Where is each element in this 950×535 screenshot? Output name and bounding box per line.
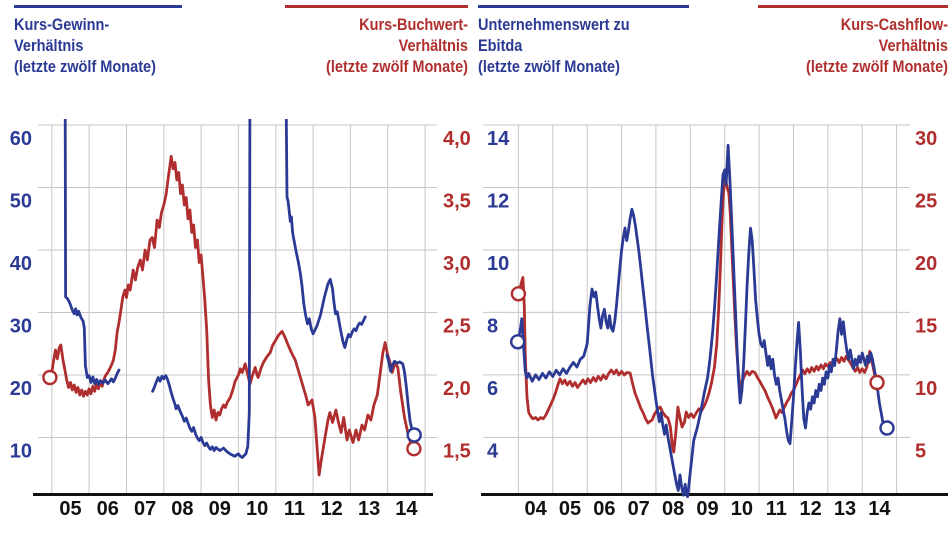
- right-axis-label: 15: [915, 316, 937, 338]
- series-marker-kurs-buchwert: [406, 441, 422, 457]
- left-axis-label: 40: [10, 253, 32, 275]
- series-marker-kurs-cashflow: [510, 286, 527, 302]
- legend-ev-ebitda: Unternehmenswert zu Ebitda (letzte zwölf…: [478, 5, 689, 78]
- x-axis-label: 11: [284, 498, 305, 520]
- legend-kurs-gewinn: Kurs-Gewinn-Verhältnis (letzte zwölf Mon…: [14, 5, 182, 78]
- left-axis-label: 12: [487, 191, 509, 213]
- series-marker-kurs-buchwert: [42, 369, 58, 386]
- left-axis-label: 10: [10, 441, 32, 463]
- right-axis-label: 10: [915, 378, 937, 400]
- x-axis-label: 05: [559, 498, 581, 520]
- series-line-kurs-gewinn: [151, 119, 367, 459]
- left-axis-label: 60: [10, 128, 32, 150]
- x-axis-label: 12: [799, 498, 821, 520]
- left-chart: 60 50 40 30 20 10 4,0 3,5 3,0 2,5 2,0 1,5 05 06 07 08 09…: [10, 119, 471, 520]
- legend-rule-blue: [14, 5, 182, 8]
- left-axis-label: 8: [487, 315, 498, 337]
- legend-rule-blue: [478, 5, 689, 8]
- x-axis-label: 14: [395, 498, 418, 520]
- legend-title: Kurs-Buchwert-Verhältnis: [359, 16, 468, 55]
- legend-rule-red: [285, 5, 468, 8]
- left-axis-label: 10: [487, 253, 509, 275]
- right-axis-label: 5: [915, 441, 926, 463]
- x-axis-label: 10: [731, 498, 753, 520]
- legend-title: Kurs-Cashflow-Verhältnis: [840, 16, 948, 55]
- x-axis-label: 10: [246, 498, 268, 520]
- right-axis-label: 2,0: [443, 378, 471, 400]
- series-line-kurs-buchwert: [48, 154, 416, 477]
- x-axis-label: 11: [766, 498, 787, 520]
- x-axis-label: 13: [358, 498, 380, 520]
- right-axis-label: 3,0: [443, 253, 471, 275]
- legend-title: Unternehmenswert zu Ebitda: [478, 16, 630, 55]
- series-group: [516, 143, 889, 498]
- series-marker-ev-ebitda: [510, 334, 526, 350]
- left-axis-label: 30: [10, 316, 32, 338]
- series-line-kurs-gewinn: [63, 119, 121, 386]
- series-marker-kurs-cashflow: [869, 374, 885, 391]
- x-axis-label: 07: [628, 498, 650, 520]
- series-line-kurs-cashflow: [517, 174, 879, 454]
- x-axis-label: 08: [662, 498, 684, 520]
- x-axis-label: 14: [868, 498, 891, 520]
- left-axis-label: 14: [487, 128, 510, 150]
- series-marker-kurs-gewinn: [406, 427, 422, 443]
- right-axis-label: 2,5: [443, 316, 471, 338]
- right-axis-label: 4,0: [443, 128, 471, 150]
- right-axis-label: 3,5: [443, 191, 471, 213]
- series-marker-ev-ebitda: [879, 420, 895, 436]
- right-axis-label: 1,5: [443, 441, 471, 463]
- x-axis-label: 05: [59, 498, 81, 520]
- x-axis-label: 07: [134, 498, 156, 520]
- right-axis-label: 30: [915, 128, 937, 150]
- series-line-ev-ebitda: [516, 143, 889, 498]
- legend-kurs-buchwert: Kurs-Buchwert-Verhältnis (letzte zwölf M…: [285, 5, 468, 78]
- right-axis-label: 25: [915, 191, 937, 213]
- x-axis-label: 08: [171, 498, 193, 520]
- x-axis-line: [33, 493, 433, 496]
- x-axis-label: 09: [209, 498, 231, 520]
- legend-kurs-cashflow: Kurs-Cashflow-Verhältnis (letzte zwölf M…: [758, 5, 948, 78]
- series-group: [48, 119, 416, 477]
- legend-rule-red: [758, 5, 948, 8]
- legend-subtitle: (letzte zwölf Monate): [806, 58, 948, 76]
- legend-subtitle: (letzte zwölf Monate): [478, 58, 620, 76]
- series-line-kurs-gewinn: [385, 353, 416, 437]
- x-axis-label: 06: [593, 498, 615, 520]
- x-axis-label: 09: [696, 498, 718, 520]
- x-axis-label: 13: [834, 498, 856, 520]
- right-chart: 14 12 10 8 6 4 30 25 20 15 10 5 04 05 06 07 08 09 10 11 12 13…: [481, 124, 948, 520]
- left-axis-label: 20: [10, 378, 32, 400]
- left-axis-label: 6: [487, 378, 498, 400]
- left-axis-label: 50: [10, 191, 32, 213]
- x-axis-line: [481, 493, 948, 496]
- legend-title: Kurs-Gewinn-Verhältnis: [14, 16, 110, 55]
- left-axis-label: 4: [487, 440, 499, 462]
- legend-subtitle: (letzte zwölf Monate): [326, 58, 468, 76]
- legend-subtitle: (letzte zwölf Monate): [14, 58, 156, 76]
- x-axis-label: 06: [97, 498, 119, 520]
- right-axis-label: 20: [915, 253, 937, 275]
- x-axis-label: 12: [321, 498, 343, 520]
- x-axis-label: 04: [524, 498, 547, 520]
